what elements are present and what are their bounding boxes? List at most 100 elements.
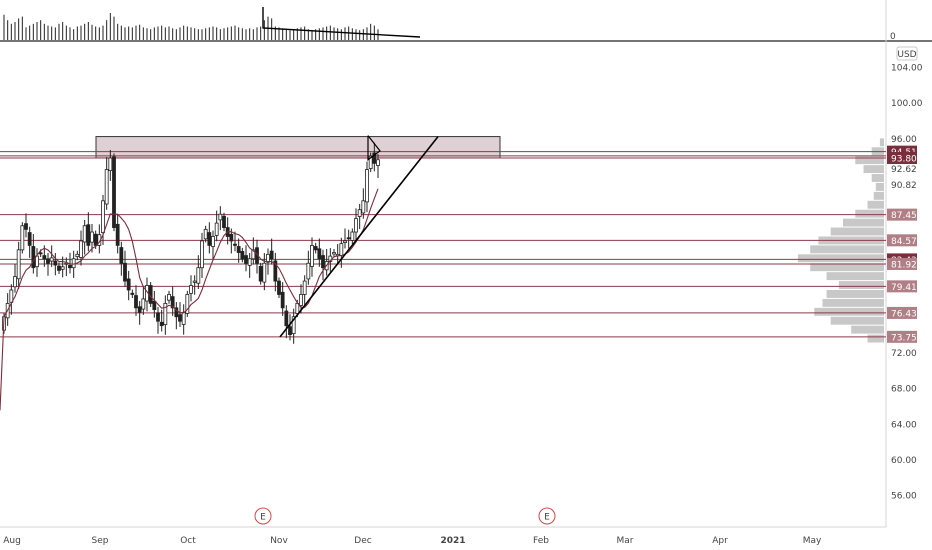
candle [365,161,369,213]
currency-badge[interactable] [896,46,918,61]
level-label-text: 73.75 [891,333,917,343]
level-label-bg [887,306,917,319]
candle [167,290,171,304]
candle [79,230,83,266]
candle [258,262,263,285]
flag-pennant[interactable] [367,135,381,161]
candle [277,277,281,299]
level-price-label: 87.45 [887,208,917,221]
price-tick-label: 56.00 [891,492,917,502]
candle [368,152,373,173]
profile-bar [797,254,884,263]
candle [90,223,94,253]
candle [284,305,289,339]
level-label-text: 84.57 [891,237,917,247]
candle [240,247,245,263]
candle [75,250,80,261]
candle [376,153,380,178]
time-axis-label: Dec [354,536,371,546]
level-label-bg [887,208,917,221]
earnings-marker[interactable]: E [538,507,556,525]
profile-bar [843,218,884,227]
candle [46,252,50,276]
candle [222,212,226,232]
currency-label: USD [897,50,916,60]
candle [156,307,160,334]
candle [24,213,28,238]
profile-bar [863,165,884,174]
profile-bar [867,200,884,209]
level-label-bg [887,330,917,343]
candle [115,214,120,254]
candle [130,289,135,299]
price-tick-label: 64.00 [891,420,917,430]
candle [211,230,215,259]
profile-bar [851,325,884,334]
candle [108,149,113,181]
level-price-label: 73.75 [887,330,917,343]
level-label-bg [887,257,917,270]
profile-bar [826,272,884,281]
candle [170,286,175,316]
candle [119,241,124,276]
candle [357,203,362,229]
price-tick-label: 104.00 [891,64,923,74]
candle [350,228,355,244]
candle [214,210,219,242]
candle [288,314,292,341]
volume-trendline[interactable] [262,7,421,38]
candle [134,285,138,316]
candle [53,253,58,276]
time-axis-label: Nov [270,536,288,546]
candle [343,228,347,249]
candle [291,308,296,344]
candle [20,222,25,254]
candle [310,237,314,277]
candle [361,188,366,219]
candle [302,275,307,307]
candle [203,225,208,243]
profile-bar [855,156,884,165]
level-lines [0,151,886,338]
profile-bar [826,290,884,298]
candle [299,284,303,314]
price-tick-label: 92.62 [891,165,917,175]
price-tick-label: 60.00 [891,456,917,466]
candle [126,270,131,301]
candle [372,142,377,172]
candle [229,228,234,254]
time-axis-label: 2021 [440,536,465,546]
profile-bar [855,209,884,218]
candle [163,295,168,335]
candle [236,238,241,263]
candle [332,248,336,258]
moving-average [0,188,379,411]
time-axis-label: Sep [92,536,109,546]
profile-bar [830,227,884,236]
earnings-marker[interactable]: E [254,507,272,525]
price-tick-label: 90.82 [891,181,917,191]
profile-bar [875,182,884,191]
level-price-label: 81.92 [887,257,917,270]
level-label-text: 93.80 [891,154,917,164]
candle [196,255,201,290]
candle [152,290,157,318]
candle [86,212,91,252]
candle [27,226,32,258]
price-axis-ticks: 104.00 100.00 96.00 92.62 90.82 72.00 68.00 64.… [891,64,923,502]
time-axis-label: Apr [712,536,728,546]
profile-bar [867,334,884,343]
price-tick-label: 72.00 [891,349,917,359]
moving-average-line [0,188,379,411]
candle [123,250,127,287]
rising-trendline[interactable] [279,136,439,338]
candle [280,282,285,316]
candle [60,256,65,278]
candle [354,208,358,241]
candle [178,302,182,328]
profile-bar [810,263,884,272]
volume-zero-label: 0 [890,32,896,42]
candle [262,252,267,291]
